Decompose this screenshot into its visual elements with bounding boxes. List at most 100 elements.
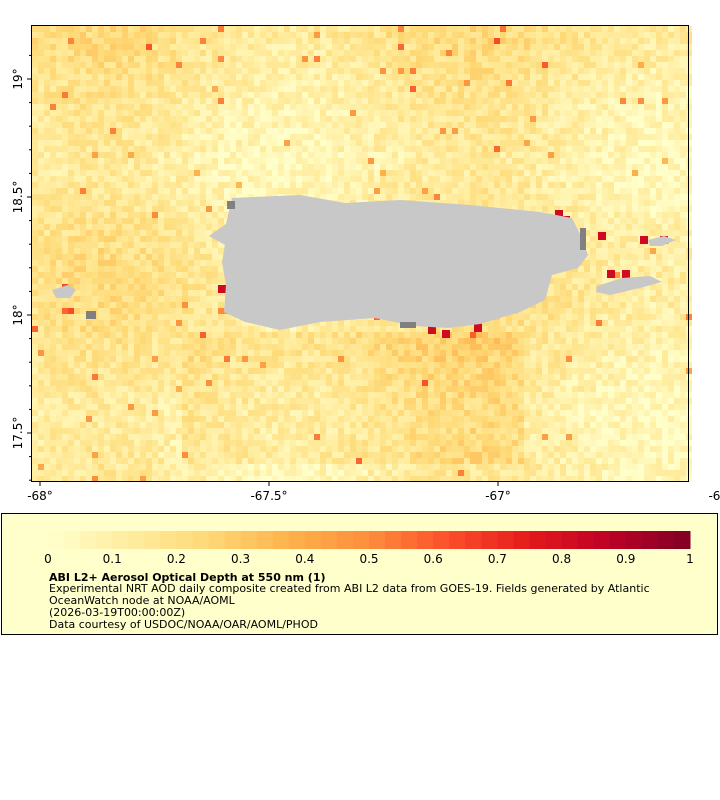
aod-cell	[494, 98, 500, 104]
aod-cell	[398, 122, 404, 128]
aod-cell	[362, 116, 368, 122]
aod-cell	[518, 128, 524, 134]
aod-cell	[230, 188, 236, 194]
aod-cell	[104, 158, 110, 164]
aod-cell	[74, 86, 80, 92]
aod-cell	[74, 128, 80, 134]
aod-cell	[464, 122, 470, 128]
aod-cell	[260, 62, 266, 68]
aod-cell	[578, 290, 584, 296]
aod-cell	[332, 164, 338, 170]
aod-cell	[200, 164, 206, 170]
aod-cell	[32, 272, 38, 278]
aod-cell	[212, 248, 218, 254]
aod-cell	[536, 98, 542, 104]
aod-cell	[206, 176, 212, 182]
aod-cell	[224, 152, 230, 158]
aod-cell	[362, 98, 368, 104]
aod-cell	[650, 44, 656, 50]
aod-cell	[674, 224, 680, 230]
aod-cell	[38, 260, 44, 266]
aod-cell	[656, 104, 662, 110]
aod-cell	[650, 38, 656, 44]
aod-cell	[680, 194, 686, 200]
aod-cell	[212, 176, 218, 182]
aod-cell	[662, 218, 668, 224]
aod-cell	[206, 116, 212, 122]
aod-cell	[182, 206, 188, 212]
aod-cell	[512, 152, 518, 158]
aod-cell	[524, 182, 530, 188]
aod-cell	[248, 98, 254, 104]
aod-cell	[326, 38, 332, 44]
aod-cell	[116, 200, 122, 206]
aod-cell	[542, 134, 548, 140]
aod-cell	[86, 104, 92, 110]
aod-cell	[56, 278, 62, 284]
aod-cell	[266, 140, 272, 146]
aod-cell	[614, 128, 620, 134]
aod-cell	[224, 146, 230, 152]
aod-cell	[110, 146, 116, 152]
aod-cell	[584, 140, 590, 146]
aod-cell	[428, 80, 434, 86]
aod-cell	[176, 80, 182, 86]
aod-cell	[308, 74, 314, 80]
aod-cell	[356, 62, 362, 68]
aod-cell	[590, 122, 596, 128]
aod-cell	[554, 38, 560, 44]
aod-cell	[494, 116, 500, 122]
aod-cell	[248, 44, 254, 50]
aod-cell	[668, 272, 674, 278]
aod-cell	[38, 86, 44, 92]
aod-cell	[86, 86, 92, 92]
aod-cell	[680, 110, 686, 116]
aod-cell	[452, 200, 458, 206]
aod-cell	[554, 68, 560, 74]
aod-cell	[344, 68, 350, 74]
aod-cell	[422, 98, 428, 104]
aod-cell	[518, 38, 524, 44]
aod-cell	[278, 104, 284, 110]
aod-cell	[302, 32, 308, 38]
aod-cell	[374, 62, 380, 68]
aod-cell	[254, 164, 260, 170]
aod-cell	[392, 188, 398, 194]
aod-cell	[80, 62, 86, 68]
aod-cell	[482, 116, 488, 122]
aod-cell	[482, 62, 488, 68]
aod-cell	[134, 158, 140, 164]
aod-cell	[50, 158, 56, 164]
aod-cell	[638, 98, 644, 104]
aod-cell	[212, 182, 218, 188]
aod-cell	[92, 284, 98, 290]
aod-cell	[500, 170, 506, 176]
aod-cell	[518, 110, 524, 116]
aod-cell	[170, 86, 176, 92]
aod-cell	[212, 74, 218, 80]
aod-cell	[326, 74, 332, 80]
aod-cell	[656, 140, 662, 146]
aod-cell	[128, 32, 134, 38]
aod-cell	[410, 176, 416, 182]
aod-cell	[632, 50, 638, 56]
aod-cell	[176, 176, 182, 182]
aod-cell	[194, 182, 200, 188]
aod-cell	[584, 242, 590, 248]
aod-cell	[440, 146, 446, 152]
aod-cell	[446, 26, 452, 32]
aod-cell	[134, 62, 140, 68]
aod-cell	[656, 116, 662, 122]
aod-cell	[674, 254, 680, 260]
aod-cell	[554, 80, 560, 86]
aod-cell	[284, 152, 290, 158]
aod-cell	[578, 98, 584, 104]
aod-cell	[524, 176, 530, 182]
aod-cell	[146, 74, 152, 80]
aod-cell	[452, 32, 458, 38]
aod-cell	[536, 182, 542, 188]
aod-cell	[446, 182, 452, 188]
aod-cell	[140, 296, 146, 302]
aod-cell	[584, 176, 590, 182]
aod-cell	[98, 170, 104, 176]
